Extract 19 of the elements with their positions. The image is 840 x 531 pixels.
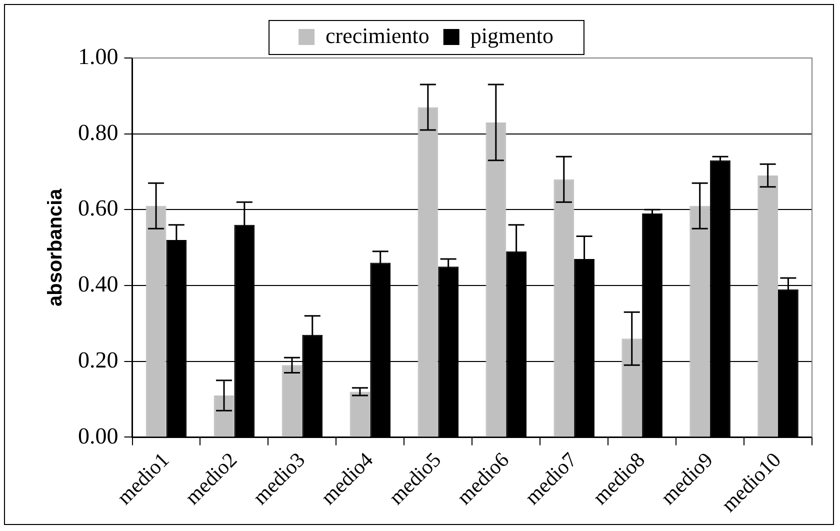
bar bbox=[350, 392, 370, 437]
bar bbox=[622, 338, 642, 437]
bar bbox=[486, 122, 506, 437]
bar bbox=[758, 176, 778, 437]
legend-label: pigmento bbox=[470, 22, 554, 48]
y-tick-label: 0.60 bbox=[78, 196, 118, 221]
bar bbox=[214, 396, 234, 437]
bar bbox=[418, 107, 438, 437]
bar bbox=[690, 206, 710, 437]
y-tick-label: 0.40 bbox=[78, 272, 118, 297]
legend-label: crecimiento bbox=[326, 22, 430, 48]
y-tick-label: 0.20 bbox=[78, 347, 118, 372]
y-axis-title: absorbancia bbox=[44, 188, 67, 307]
y-tick-label: 0.00 bbox=[78, 423, 118, 448]
bar bbox=[554, 179, 574, 437]
y-tick-label: 1.00 bbox=[78, 44, 118, 70]
bar bbox=[146, 206, 166, 437]
y-tick-label: 0.80 bbox=[78, 120, 118, 145]
bar bbox=[282, 365, 302, 437]
